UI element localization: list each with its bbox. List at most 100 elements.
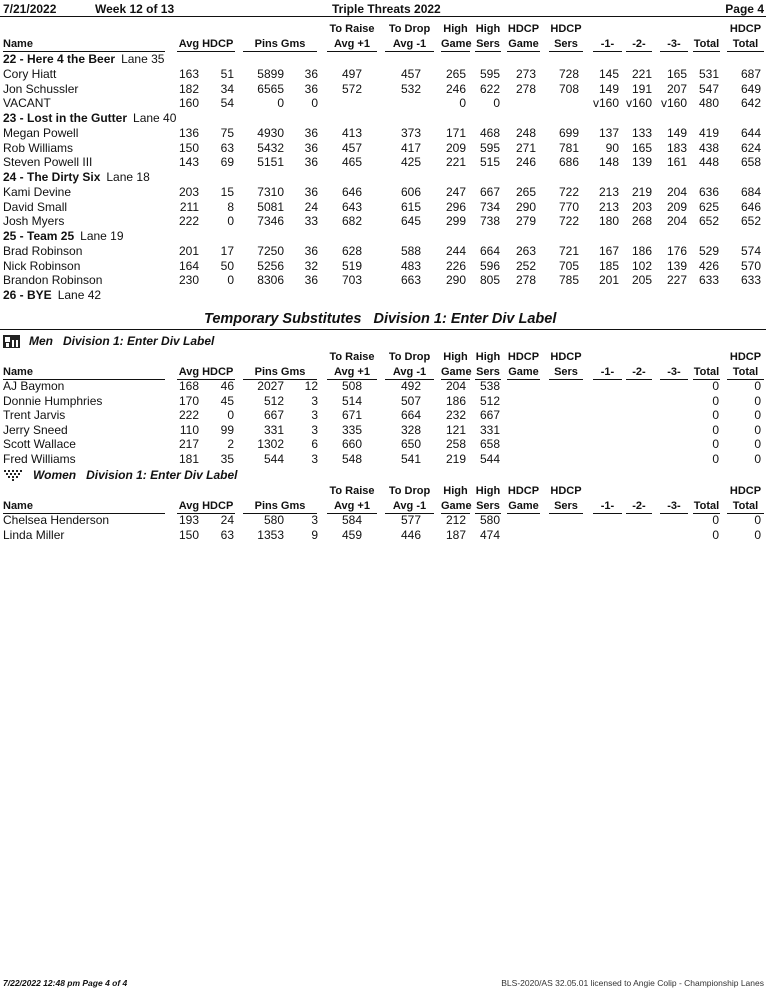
header-underline <box>626 513 652 514</box>
cell-high-series: 738 <box>479 214 500 229</box>
cell-hdcp: 8 <box>227 199 234 214</box>
team-name: 22 - Here 4 the Beer Lane 35 <box>3 52 165 66</box>
cell-to-drop: 606 <box>400 184 421 199</box>
header-underline <box>177 513 235 514</box>
team-heading: 23 - Lost in the Gutter Lane 40 <box>0 111 768 126</box>
cell-game-2: 268 <box>631 214 652 229</box>
cell-high-series: 544 <box>479 452 500 466</box>
column-header-line1: To Raise <box>329 351 375 363</box>
team-lane: Lane 19 <box>80 229 124 243</box>
cell-high-game: 246 <box>445 81 466 96</box>
column-header-line2: Game <box>441 500 472 512</box>
cell-to-raise: 459 <box>341 527 362 542</box>
column-header-line2: Sers <box>476 366 500 378</box>
women-icon <box>3 469 23 482</box>
header-underline <box>549 513 583 514</box>
team-heading: 26 - BYE Lane 42 <box>0 288 768 303</box>
cell-game-3: 209 <box>666 199 687 214</box>
cell-high-game: 265 <box>445 66 466 81</box>
column-header-line2: Game <box>441 38 472 50</box>
cell-high-series: 580 <box>479 513 500 527</box>
cell-total: 0 <box>712 379 719 393</box>
column-header-line1: To Drop <box>388 23 431 35</box>
cell-game-1: v160 <box>592 96 619 111</box>
cell-game-1: 201 <box>598 273 619 288</box>
cell-hdcp-series: 781 <box>558 140 579 155</box>
cell-to-raise: 508 <box>341 379 362 393</box>
cell-game-1: 145 <box>598 66 619 81</box>
cell-to-drop: 417 <box>400 140 421 155</box>
cell-to-drop: 446 <box>400 527 421 542</box>
bowler-name: AJ Baymon <box>3 379 65 393</box>
bowler-name: Trent Jarvis <box>3 408 66 423</box>
cell-to-drop: 664 <box>400 408 421 423</box>
column-header-line1: HDCP <box>550 351 582 363</box>
cell-avg: 211 <box>179 199 199 214</box>
cell-avg: 163 <box>178 66 199 81</box>
cell-high-series: 667 <box>479 408 500 423</box>
header-underline <box>549 51 583 52</box>
cell-hdcp-game: 278 <box>515 81 536 96</box>
header-underline <box>507 51 540 52</box>
column-header-line1: To Drop <box>388 351 431 363</box>
cell-to-raise: 703 <box>341 273 362 288</box>
cell-avg: 203 <box>178 184 199 199</box>
cell-hdcp-total: 0 <box>754 422 761 437</box>
bowler-name: Jon Schussler <box>3 81 79 96</box>
cell-to-drop: 457 <box>400 66 421 81</box>
column-header-line2: -2- <box>632 500 646 512</box>
column-header-line2: Name <box>3 500 33 512</box>
bowler-name: Nick Robinson <box>3 258 81 273</box>
column-header-line2: Game <box>508 366 539 378</box>
cell-games: 3 <box>311 513 318 527</box>
cell-to-raise: 682 <box>341 214 362 229</box>
cell-avg: 181 <box>178 452 199 466</box>
column-header-line1: HDCP <box>550 485 582 497</box>
cell-hdcp-total: 574 <box>740 243 761 258</box>
team-heading: 25 - Team 25 Lane 19 <box>0 229 768 244</box>
cell-hdcp-total: 633 <box>740 273 761 288</box>
cell-total: 652 <box>698 214 719 229</box>
cell-pins: 331 <box>263 422 284 437</box>
cell-high-game: 299 <box>445 214 466 229</box>
bowler-name: Cory Hiatt <box>3 66 57 81</box>
bowler-row: Steven Powell III 143 69 5151 36 465 425 221 515… <box>0 155 768 170</box>
column-header-line2: -2- <box>632 38 646 50</box>
cell-high-game: 204 <box>445 379 466 393</box>
cell-hdcp: 15 <box>220 184 234 199</box>
cell-high-game: 247 <box>445 184 466 199</box>
cell-high-series: 622 <box>479 81 500 96</box>
cell-hdcp-game: 246 <box>515 155 536 170</box>
team-lane: Lane 40 <box>133 111 177 125</box>
report-date: 7/21/2022 <box>3 2 57 16</box>
cell-to-raise: 628 <box>341 243 362 258</box>
cell-game-3: 165 <box>666 66 687 81</box>
header-underline <box>693 379 720 380</box>
cell-hdcp: 63 <box>220 527 234 542</box>
cell-hdcp-total: 0 <box>754 437 761 452</box>
column-header-line2: Game <box>508 500 539 512</box>
cell-hdcp: 63 <box>220 140 234 155</box>
cell-to-drop: 541 <box>400 452 421 466</box>
cell-hdcp: 50 <box>220 258 234 273</box>
cell-total: 633 <box>698 273 719 288</box>
cell-pins: 1302 <box>257 437 284 452</box>
cell-total: 426 <box>698 258 719 273</box>
cell-hdcp: 0 <box>227 408 234 423</box>
cell-game-3: 207 <box>666 81 687 96</box>
header-underline <box>593 379 622 380</box>
cell-game-2: 102 <box>631 258 652 273</box>
column-header-line1: High <box>475 485 501 497</box>
column-header-line2: Total <box>732 366 759 378</box>
cell-hdcp-total: 0 <box>754 452 761 466</box>
cell-total: 448 <box>698 155 719 170</box>
cell-high-series: 0 <box>493 96 500 111</box>
bowler-row: Jerry Sneed 110 99 331 3 335 328 121 331 0 0 <box>0 423 768 438</box>
header-underline <box>3 513 165 514</box>
bowler-name: Donnie Humphries <box>3 393 103 408</box>
cell-to-raise: 548 <box>341 452 362 466</box>
cell-hdcp-total: 684 <box>740 184 761 199</box>
cell-pins: 544 <box>263 452 284 466</box>
cell-avg: 222 <box>178 214 199 229</box>
column-header-line2: Sers <box>554 38 578 50</box>
